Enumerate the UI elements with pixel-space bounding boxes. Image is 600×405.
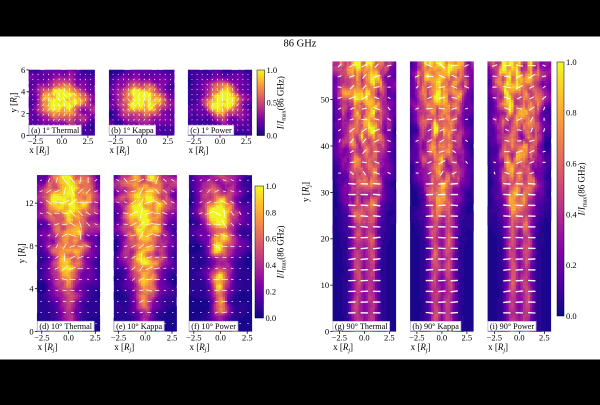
- svg-text:2.5: 2.5: [90, 332, 101, 342]
- svg-text:y [Rj]: y [Rj]: [9, 93, 21, 113]
- svg-text:y [Rj]: y [Rj]: [17, 243, 29, 263]
- svg-text:−2.5: −2.5: [332, 332, 347, 342]
- svg-text:0.2: 0.2: [566, 260, 577, 270]
- svg-text:0: 0: [21, 130, 25, 140]
- svg-text:(b) 1° Kappa: (b) 1° Kappa: [111, 126, 154, 135]
- svg-text:0.0: 0.0: [566, 311, 577, 321]
- svg-text:−2.5: −2.5: [34, 332, 49, 342]
- svg-text:I/Imax(86 GHz): I/Imax(86 GHz): [276, 225, 288, 279]
- svg-text:−2.5: −2.5: [186, 332, 201, 342]
- svg-text:0.6: 0.6: [566, 159, 577, 169]
- svg-text:−2.5: −2.5: [28, 136, 43, 146]
- svg-text:86 GHz: 86 GHz: [284, 38, 317, 49]
- svg-text:0.0: 0.0: [136, 136, 147, 146]
- svg-text:(f) 10° Power: (f) 10° Power: [191, 322, 236, 331]
- svg-text:0.6: 0.6: [266, 234, 277, 244]
- svg-text:0.4: 0.4: [266, 260, 277, 270]
- svg-text:(g) 90° Thermal: (g) 90° Thermal: [335, 322, 388, 331]
- svg-text:−2.5: −2.5: [487, 332, 502, 342]
- svg-text:50: 50: [321, 95, 330, 105]
- svg-text:2.5: 2.5: [167, 332, 178, 342]
- svg-text:0.8: 0.8: [266, 207, 277, 217]
- svg-text:y [Rj]: y [Rj]: [301, 182, 313, 202]
- svg-text:x [Rj]: x [Rj]: [411, 342, 431, 354]
- svg-text:x [Rj]: x [Rj]: [114, 342, 134, 354]
- svg-text:x [Rj]: x [Rj]: [29, 145, 49, 157]
- svg-text:1.0: 1.0: [266, 181, 277, 191]
- svg-text:0.0: 0.0: [56, 136, 67, 146]
- svg-text:(i) 90° Power: (i) 90° Power: [490, 322, 534, 331]
- svg-text:0.2: 0.2: [266, 287, 277, 297]
- svg-text:0.0: 0.0: [514, 332, 525, 342]
- svg-text:0.0: 0.0: [266, 313, 277, 323]
- svg-text:(h) 90° Kappa: (h) 90° Kappa: [412, 322, 459, 331]
- svg-text:0: 0: [325, 327, 329, 337]
- svg-text:1.0: 1.0: [267, 65, 278, 75]
- svg-text:x [Rj]: x [Rj]: [38, 342, 58, 354]
- svg-text:2.5: 2.5: [241, 136, 252, 146]
- svg-text:x [Rj]: x [Rj]: [189, 145, 209, 157]
- svg-text:−2.5: −2.5: [186, 136, 201, 146]
- svg-text:(d) 10° Thermal: (d) 10° Thermal: [39, 322, 92, 331]
- svg-text:6: 6: [21, 65, 25, 75]
- svg-text:x [Rj]: x [Rj]: [333, 342, 353, 354]
- svg-text:40: 40: [321, 141, 330, 151]
- svg-text:2: 2: [21, 109, 25, 119]
- svg-text:1.0: 1.0: [566, 57, 577, 67]
- svg-text:0: 0: [29, 326, 33, 336]
- svg-text:(e) 10° Kappa: (e) 10° Kappa: [116, 322, 162, 331]
- svg-text:2.5: 2.5: [384, 332, 395, 342]
- svg-text:(c) 1° Power: (c) 1° Power: [190, 126, 232, 135]
- svg-text:10: 10: [321, 280, 330, 290]
- svg-text:0.5: 0.5: [267, 98, 278, 108]
- svg-text:x [Rj]: x [Rj]: [190, 342, 210, 354]
- svg-text:x [Rj]: x [Rj]: [488, 342, 508, 354]
- svg-text:0.0: 0.0: [215, 136, 226, 146]
- svg-text:2.5: 2.5: [462, 332, 473, 342]
- svg-text:20: 20: [321, 234, 330, 244]
- svg-text:4: 4: [21, 87, 26, 97]
- svg-text:(a) 1° Thermal: (a) 1° Thermal: [31, 126, 80, 135]
- svg-text:−2.5: −2.5: [111, 332, 126, 342]
- svg-text:12: 12: [25, 198, 34, 208]
- svg-text:0.8: 0.8: [566, 108, 577, 118]
- svg-text:I/Imax(86 GHz): I/Imax(86 GHz): [276, 76, 288, 130]
- svg-text:8: 8: [29, 241, 33, 251]
- svg-text:I/Imax(86 GHz): I/Imax(86 GHz): [577, 162, 589, 216]
- svg-text:0.0: 0.0: [63, 332, 74, 342]
- svg-text:−2.5: −2.5: [108, 136, 123, 146]
- svg-text:x [Rj]: x [Rj]: [110, 145, 130, 157]
- svg-text:2.5: 2.5: [163, 136, 174, 146]
- svg-text:0.0: 0.0: [140, 332, 151, 342]
- svg-text:30: 30: [321, 187, 330, 197]
- svg-text:2.5: 2.5: [83, 136, 94, 146]
- svg-text:0.0: 0.0: [215, 332, 226, 342]
- svg-text:−2.5: −2.5: [409, 332, 424, 342]
- svg-text:2.5: 2.5: [242, 332, 253, 342]
- svg-text:4: 4: [29, 284, 34, 294]
- svg-text:0.4: 0.4: [566, 209, 577, 219]
- svg-text:0.0: 0.0: [437, 332, 448, 342]
- svg-text:0.0: 0.0: [267, 130, 278, 140]
- svg-text:2.5: 2.5: [539, 332, 550, 342]
- svg-text:0.0: 0.0: [359, 332, 370, 342]
